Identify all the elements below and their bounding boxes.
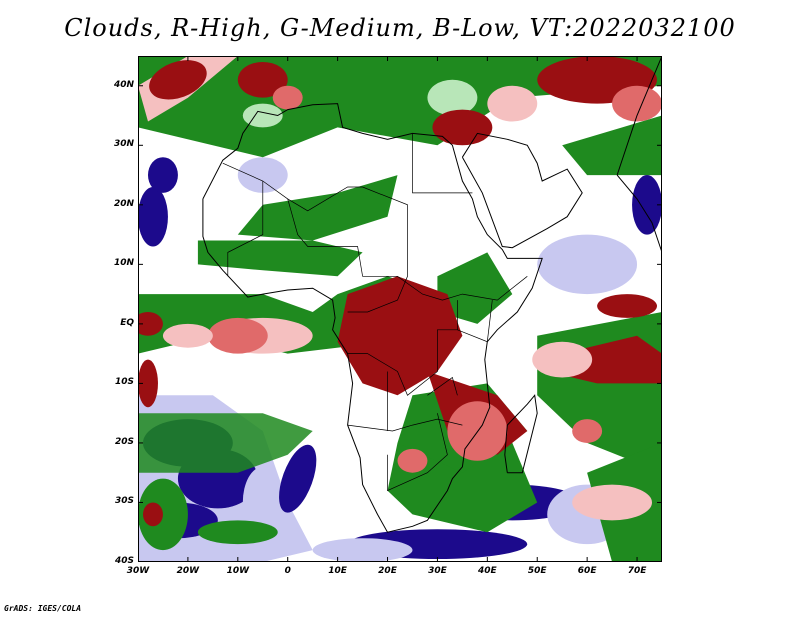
medium-cloud-region: [197, 520, 278, 545]
lat-tick-label: 20S: [114, 436, 134, 447]
low-cloud-region: [312, 538, 413, 562]
lon-tick-label: 20W: [176, 566, 200, 576]
low-cloud-region: [632, 175, 662, 235]
lat-tick-label: 30N: [113, 139, 134, 150]
lat-tick-label: 40S: [114, 556, 134, 566]
medium-cloud-region: [242, 103, 283, 128]
high-cloud-region: [487, 85, 538, 122]
high-cloud-region: [138, 359, 158, 408]
lat-tick-label: 40N: [113, 79, 134, 90]
lon-tick-label: 30E: [428, 566, 447, 576]
high-cloud-region: [207, 317, 268, 354]
lon-tick-label: 70E: [627, 566, 647, 576]
low-cloud-region: [537, 234, 638, 295]
medium-cloud-region: [138, 413, 313, 473]
low-cloud-region: [279, 444, 317, 513]
high-cloud-region: [337, 276, 463, 396]
high-cloud-region: [237, 61, 288, 98]
high-cloud-region: [432, 109, 493, 146]
lon-tick-label: 30W: [126, 566, 150, 576]
medium-cloud-region: [537, 312, 662, 473]
medium-cloud-region: [437, 252, 513, 324]
lat-tick-label: 30S: [114, 496, 134, 507]
africa-coastline: [202, 103, 543, 533]
lon-tick-label: 40E: [477, 566, 497, 576]
high-cloud-region: [149, 60, 207, 100]
medium-cloud-region: [562, 115, 662, 176]
country-border: [287, 198, 528, 301]
high-cloud-region: [272, 85, 303, 110]
lon-tick-label: 0: [284, 566, 291, 576]
asia-coastline: [616, 56, 662, 253]
high-cloud-region: [532, 341, 593, 378]
medium-cloud-region: [237, 175, 398, 241]
country-border: [227, 181, 264, 277]
high-cloud-region: [162, 323, 213, 348]
lat-tick-label: 10S: [114, 377, 134, 388]
country-border: [412, 133, 473, 194]
lon-tick-label: 10W: [226, 566, 250, 576]
high-cloud-region: [597, 294, 658, 318]
map-frame-border: [138, 56, 662, 562]
high-cloud-region: [612, 85, 662, 122]
lat-tick-label: 20N: [113, 198, 134, 209]
lon-tick-label: 50E: [527, 566, 547, 576]
medium-cloud-region: [197, 240, 363, 277]
low-cloud-region: [147, 157, 178, 193]
high-cloud-region: [138, 311, 163, 336]
low-cloud-region: [237, 157, 288, 193]
cloud-map: [138, 56, 662, 562]
madagascar-coastline: [504, 394, 538, 474]
arabia-coastline: [461, 132, 583, 249]
country-border: [387, 413, 448, 492]
country-border: [222, 162, 408, 313]
lon-tick-label: 10E: [328, 566, 347, 576]
high-cloud-region: [572, 484, 653, 521]
lat-tick-label: 10N: [113, 258, 134, 269]
lon-tick-label: 20E: [378, 566, 397, 576]
lat-tick-label: EQ: [120, 317, 134, 328]
high-cloud-region: [142, 502, 163, 527]
country-border: [457, 300, 493, 343]
high-cloud-region: [572, 419, 603, 443]
medium-cloud-region: [427, 79, 478, 116]
country-border: [427, 376, 458, 396]
lon-tick-label: 60E: [577, 566, 597, 576]
country-border: [347, 300, 458, 396]
country-border: [347, 418, 463, 432]
cloud-map-canvas: [138, 56, 662, 562]
low-cloud-region: [138, 186, 168, 247]
chart-title: Clouds, R-High, G-Medium, B-Low, VT:2022…: [64, 14, 736, 42]
low-cloud-region: [242, 466, 283, 539]
high-cloud-region: [397, 448, 428, 473]
credit-text: GrADS: IGES/COLA: [4, 604, 82, 613]
